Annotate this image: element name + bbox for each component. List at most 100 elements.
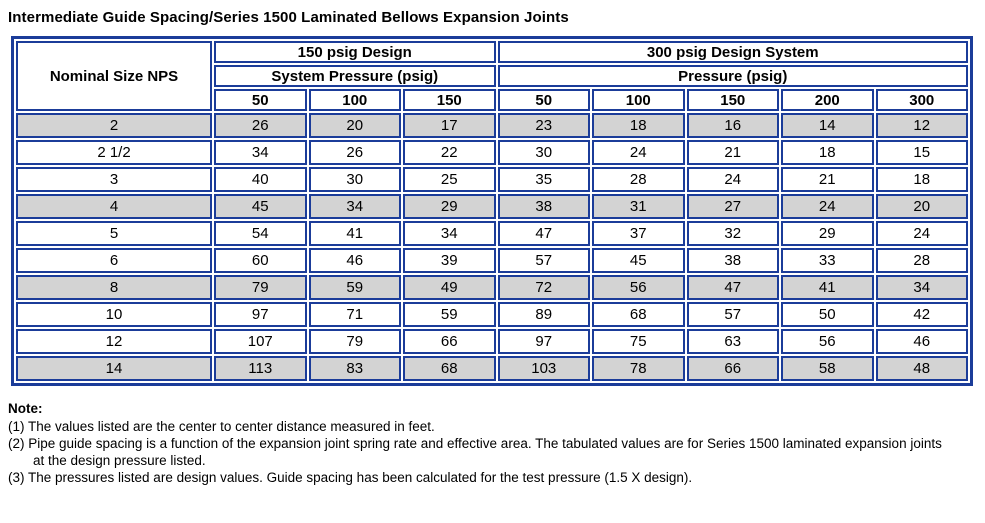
- spacing-value-cell: 24: [686, 167, 779, 192]
- spacing-value-cell: 18: [592, 113, 685, 138]
- spacing-value-cell: 39: [403, 248, 496, 273]
- spacing-value-cell: 71: [308, 302, 401, 327]
- spacing-value-cell: 50: [781, 302, 874, 327]
- table-row: 3 40 30 25 35 28 24 21 18: [16, 167, 968, 192]
- pressure-column-header: 150: [686, 89, 779, 111]
- spacing-value-cell: 46: [308, 248, 401, 273]
- spacing-value-cell: 47: [686, 275, 779, 300]
- nominal-size-cell: 2: [16, 113, 212, 138]
- table-row: 5 54 41 34 47 37 32 29 24: [16, 221, 968, 246]
- notes-section: Note: (1) The values listed are the cent…: [8, 400, 953, 486]
- spacing-value-cell: 66: [403, 329, 496, 354]
- spacing-value-cell: 26: [308, 140, 401, 165]
- spacing-value-cell: 58: [781, 356, 874, 381]
- spacing-value-cell: 12: [875, 113, 968, 138]
- table-row: 14 113 83 68 103 78 66 58 48: [16, 356, 968, 381]
- pressure-column-header: 50: [497, 89, 590, 111]
- spacing-value-cell: 56: [781, 329, 874, 354]
- note-item-3: (3) The pressures listed are design valu…: [8, 470, 693, 485]
- header-row-subgroups: System Pressure (psig) Pressure (psig): [16, 65, 968, 87]
- nominal-size-header: Nominal Size NPS: [16, 41, 212, 111]
- spacing-value-cell: 59: [403, 302, 496, 327]
- spacing-value-cell: 79: [214, 275, 307, 300]
- spacing-value-cell: 66: [686, 356, 779, 381]
- spacing-value-cell: 17: [403, 113, 496, 138]
- nominal-size-cell: 4: [16, 194, 212, 219]
- spacing-value-cell: 83: [308, 356, 401, 381]
- spacing-value-cell: 89: [497, 302, 590, 327]
- spacing-value-cell: 57: [686, 302, 779, 327]
- spacing-value-cell: 18: [875, 167, 968, 192]
- table-header: Nominal Size NPS 150 psig Design 300 psi…: [16, 41, 968, 111]
- pressure-column-header: 200: [781, 89, 874, 111]
- nominal-size-cell: 10: [16, 302, 212, 327]
- pressure-column-header: 300: [875, 89, 968, 111]
- spacing-value-cell: 41: [308, 221, 401, 246]
- header-row-pressures: 50 100 150 50 100 150 200 300: [16, 89, 968, 111]
- spacing-value-cell: 18: [781, 140, 874, 165]
- table-row: 10 97 71 59 89 68 57 50 42: [16, 302, 968, 327]
- spacing-value-cell: 46: [875, 329, 968, 354]
- spacing-value-cell: 15: [875, 140, 968, 165]
- spacing-value-cell: 30: [308, 167, 401, 192]
- nominal-size-cell: 14: [16, 356, 212, 381]
- spacing-value-cell: 113: [214, 356, 307, 381]
- spacing-value-cell: 29: [403, 194, 496, 219]
- spacing-value-cell: 45: [214, 194, 307, 219]
- group-150-psig-subheader: System Pressure (psig): [214, 65, 496, 87]
- spacing-value-cell: 37: [592, 221, 685, 246]
- spacing-value-cell: 78: [592, 356, 685, 381]
- spacing-value-cell: 47: [497, 221, 590, 246]
- spacing-value-cell: 68: [403, 356, 496, 381]
- notes-heading: Note:: [8, 401, 43, 416]
- spacing-value-cell: 38: [497, 194, 590, 219]
- spacing-value-cell: 59: [308, 275, 401, 300]
- spacing-value-cell: 79: [308, 329, 401, 354]
- spacing-value-cell: 29: [781, 221, 874, 246]
- note-item-1: (1) The values listed are the center to …: [8, 419, 435, 434]
- spacing-value-cell: 23: [497, 113, 590, 138]
- spacing-value-cell: 25: [403, 167, 496, 192]
- pressure-column-header: 100: [308, 89, 401, 111]
- header-row-groups: Nominal Size NPS 150 psig Design 300 psi…: [16, 41, 968, 111]
- spacing-value-cell: 48: [875, 356, 968, 381]
- spacing-value-cell: 40: [214, 167, 307, 192]
- spacing-value-cell: 20: [308, 113, 401, 138]
- pressure-column-header: 150: [403, 89, 496, 111]
- group-300-psig-subheader: Pressure (psig): [497, 65, 968, 87]
- pressure-column-header: 100: [592, 89, 685, 111]
- note-item-2: (2) Pipe guide spacing is a function of …: [8, 436, 942, 468]
- spacing-value-cell: 34: [214, 140, 307, 165]
- group-300-psig-header: 300 psig Design System: [497, 41, 968, 63]
- spacing-value-cell: 30: [497, 140, 590, 165]
- spacing-value-cell: 56: [592, 275, 685, 300]
- spacing-value-cell: 28: [592, 167, 685, 192]
- spacing-value-cell: 26: [214, 113, 307, 138]
- spacing-value-cell: 24: [592, 140, 685, 165]
- spacing-value-cell: 34: [875, 275, 968, 300]
- spacing-value-cell: 24: [875, 221, 968, 246]
- nominal-size-cell: 2 1/2: [16, 140, 212, 165]
- table-row: 2 26 20 17 23 18 16 14 12: [16, 113, 968, 138]
- spacing-value-cell: 34: [308, 194, 401, 219]
- spacing-value-cell: 63: [686, 329, 779, 354]
- page-title: Intermediate Guide Spacing/Series 1500 L…: [8, 9, 569, 26]
- spacing-value-cell: 20: [875, 194, 968, 219]
- nominal-size-cell: 3: [16, 167, 212, 192]
- spacing-value-cell: 41: [781, 275, 874, 300]
- table-row: 8 79 59 49 72 56 47 41 34: [16, 275, 968, 300]
- spacing-value-cell: 72: [497, 275, 590, 300]
- spacing-value-cell: 38: [686, 248, 779, 273]
- table-row: 4 45 34 29 38 31 27 24 20: [16, 194, 968, 219]
- spacing-value-cell: 97: [214, 302, 307, 327]
- table-row: 12 107 79 66 97 75 63 56 46: [16, 329, 968, 354]
- spacing-value-cell: 75: [592, 329, 685, 354]
- spacing-value-cell: 24: [781, 194, 874, 219]
- spacing-value-cell: 68: [592, 302, 685, 327]
- spacing-value-cell: 31: [592, 194, 685, 219]
- spacing-value-cell: 33: [781, 248, 874, 273]
- nominal-size-cell: 8: [16, 275, 212, 300]
- spacing-value-cell: 27: [686, 194, 779, 219]
- spacing-value-cell: 21: [781, 167, 874, 192]
- spacing-value-cell: 60: [214, 248, 307, 273]
